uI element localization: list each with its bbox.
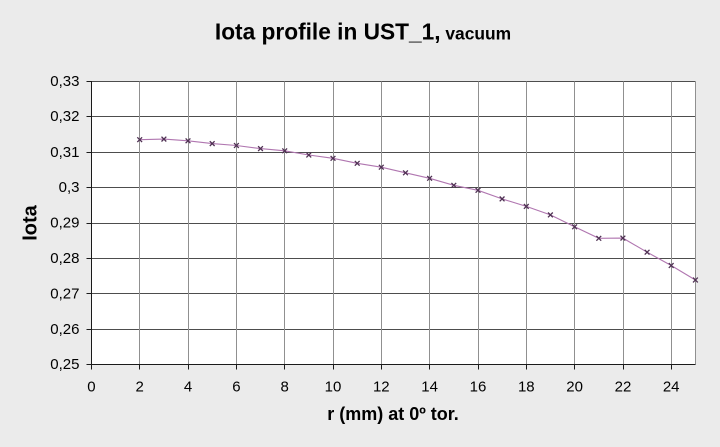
svg-text:0,25: 0,25	[50, 356, 79, 373]
svg-text:8: 8	[281, 379, 289, 396]
svg-text:0,26: 0,26	[50, 321, 79, 338]
svg-text:2: 2	[136, 379, 144, 396]
svg-text:0,33: 0,33	[50, 73, 79, 90]
svg-text:0: 0	[87, 379, 95, 396]
svg-text:20: 20	[566, 379, 583, 396]
svg-text:24: 24	[663, 379, 680, 396]
svg-text:6: 6	[232, 379, 240, 396]
svg-text:0,28: 0,28	[50, 250, 79, 267]
svg-text:22: 22	[615, 379, 632, 396]
svg-text:14: 14	[421, 379, 438, 396]
svg-text:r (mm) at 0º tor.: r (mm) at 0º tor.	[327, 404, 459, 424]
svg-text:4: 4	[184, 379, 192, 396]
svg-text:Iota profile in UST_1, vacuum: Iota profile in UST_1, vacuum	[215, 19, 511, 45]
svg-text:0,3: 0,3	[59, 179, 80, 196]
svg-text:10: 10	[325, 379, 342, 396]
svg-text:0,29: 0,29	[50, 215, 79, 232]
svg-text:0,27: 0,27	[50, 286, 79, 303]
svg-text:Iota: Iota	[20, 204, 42, 240]
svg-text:0,31: 0,31	[50, 144, 79, 161]
svg-text:0,32: 0,32	[50, 108, 79, 125]
svg-text:12: 12	[373, 379, 390, 396]
svg-text:18: 18	[518, 379, 535, 396]
svg-text:16: 16	[470, 379, 487, 396]
